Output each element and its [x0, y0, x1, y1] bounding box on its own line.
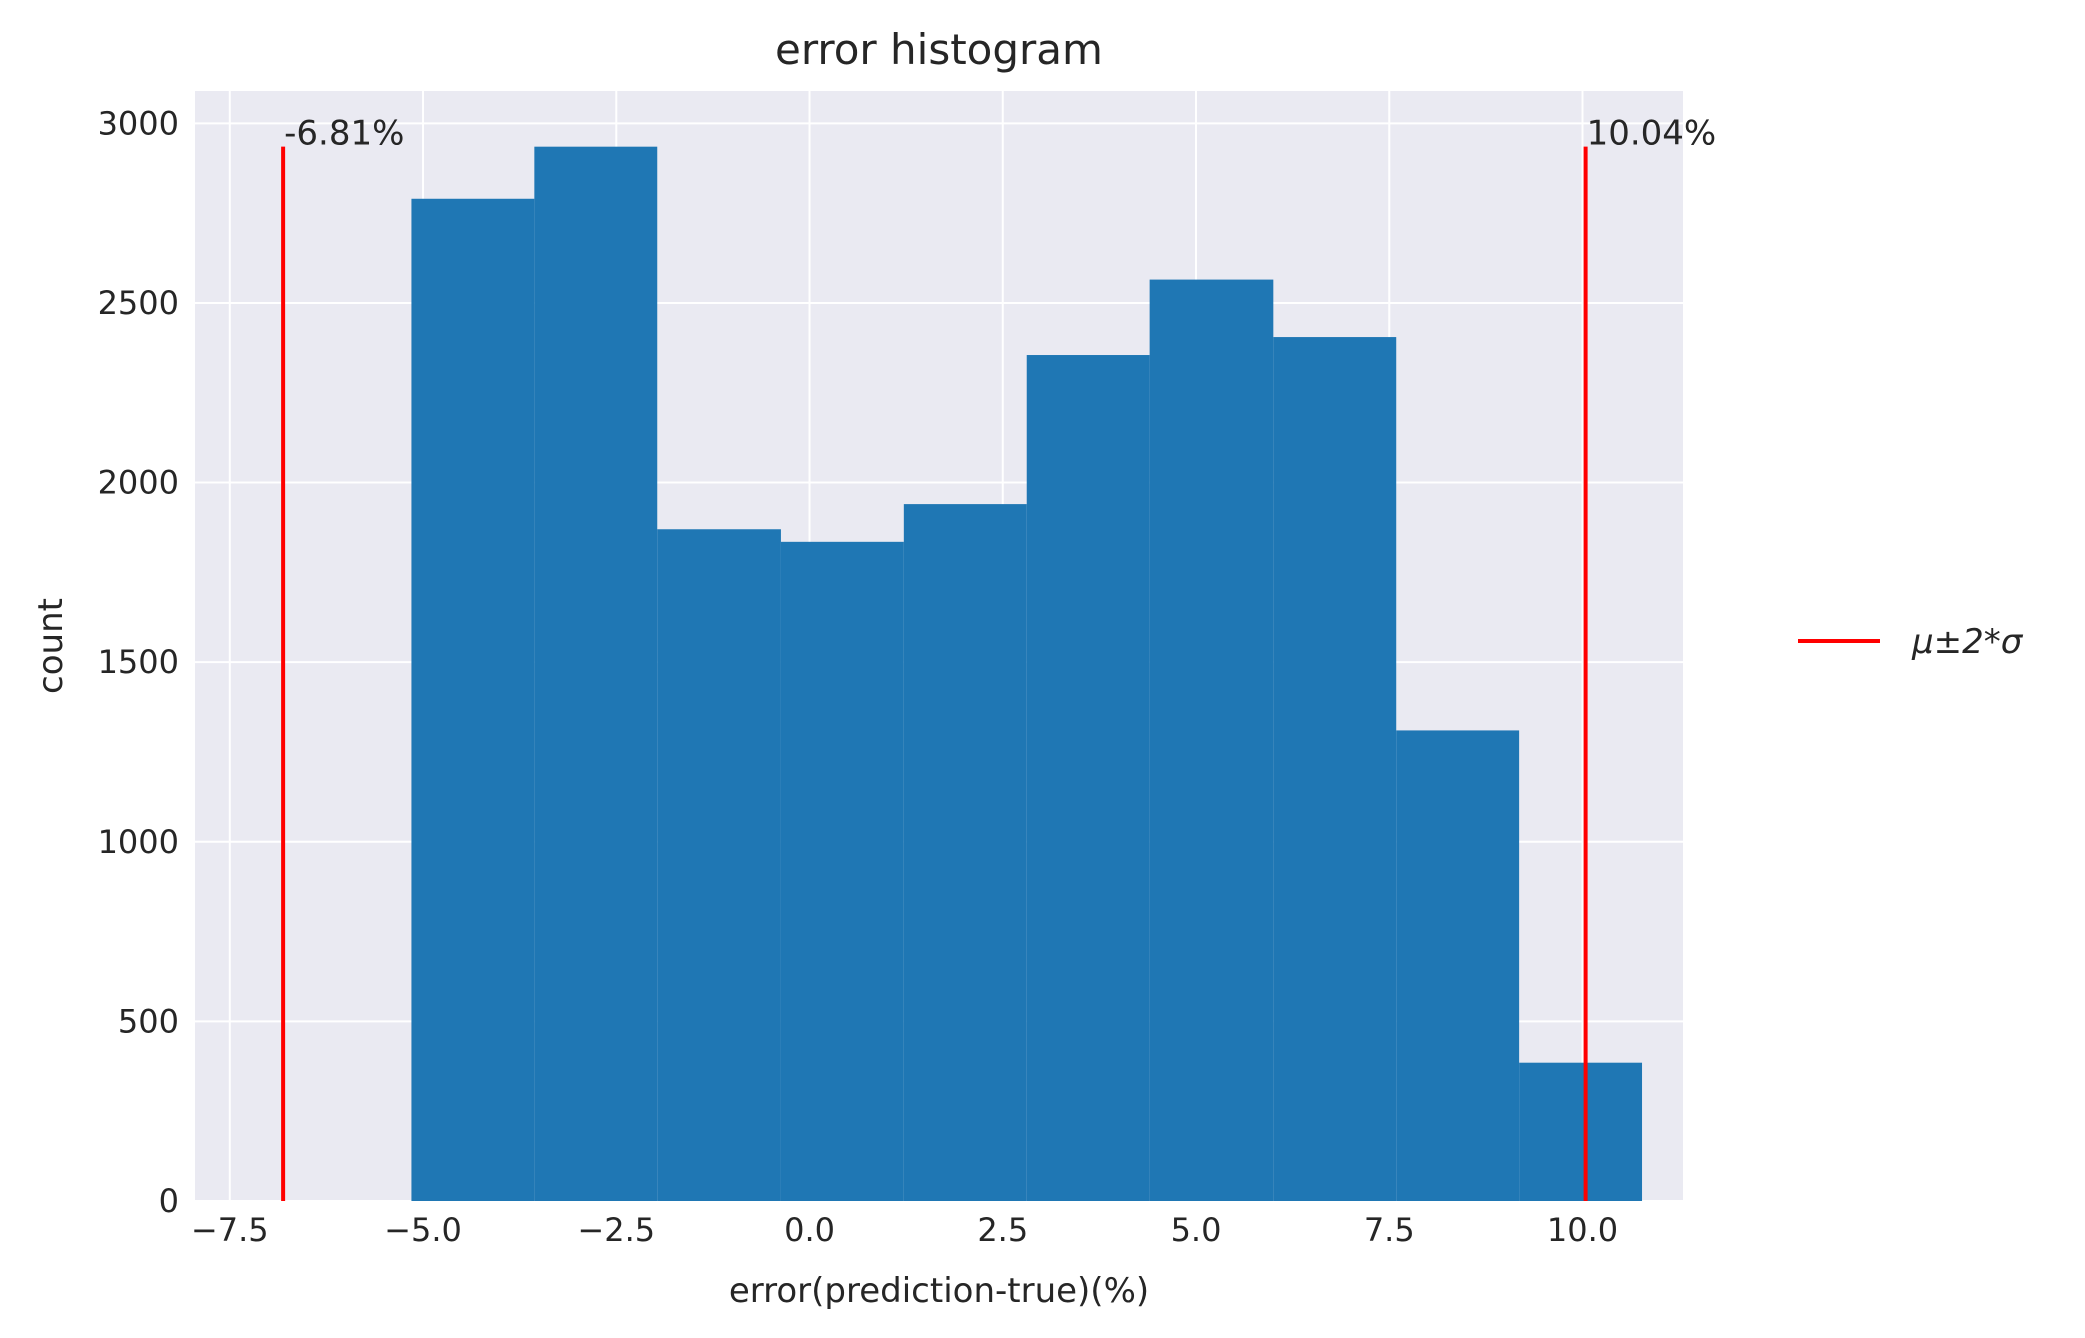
- y-tick-label: 500: [118, 1002, 179, 1040]
- sigma-line-label: 10.04%: [1587, 114, 1717, 154]
- x-axis-ticks: −7.5 −5.0 −2.5 0.0 2.5 5.0 7.5 10.0: [191, 1211, 1618, 1249]
- histogram-bar: [1149, 279, 1274, 1201]
- legend: μ±2*σ: [1798, 622, 2024, 662]
- y-axis-label: count: [31, 598, 71, 694]
- y-tick-label: 2500: [98, 284, 179, 322]
- legend-label: μ±2*σ: [1911, 622, 2024, 662]
- y-tick-label: 3000: [98, 104, 179, 142]
- histogram-bar: [657, 529, 781, 1201]
- x-axis-label: error(prediction-true)(%): [729, 1271, 1149, 1311]
- chart-title: error histogram: [775, 25, 1103, 74]
- histogram-bar: [1519, 1062, 1643, 1201]
- y-tick-label: 2000: [98, 464, 179, 502]
- x-tick-label: 2.5: [977, 1211, 1028, 1249]
- x-tick-label: −2.5: [577, 1211, 655, 1249]
- x-tick-label: 5.0: [1171, 1211, 1222, 1249]
- histogram-bar: [411, 198, 535, 1202]
- x-tick-label: 7.5: [1364, 1211, 1415, 1249]
- histogram-bar: [1026, 355, 1150, 1201]
- histogram-bar: [903, 504, 1027, 1201]
- x-tick-label: −5.0: [384, 1211, 462, 1249]
- y-tick-label: 1000: [98, 823, 179, 861]
- histogram-bar: [780, 541, 904, 1201]
- y-tick-label: 0: [159, 1182, 179, 1220]
- sigma-line-label: -6.81%: [284, 114, 404, 154]
- histogram-bars: [411, 146, 1643, 1202]
- histogram-bar: [534, 146, 658, 1202]
- x-tick-label: −7.5: [191, 1211, 269, 1249]
- histogram-bar: [1273, 337, 1397, 1201]
- y-tick-label: 1500: [98, 643, 179, 681]
- histogram-bar: [1396, 730, 1520, 1201]
- y-axis-ticks: 0 500 1000 1500 2000 2500 3000: [98, 104, 179, 1220]
- x-tick-label: 0.0: [784, 1211, 835, 1249]
- x-tick-label: 10.0: [1547, 1211, 1618, 1249]
- sigma-lines: -6.81% 10.04%: [281, 114, 1717, 1201]
